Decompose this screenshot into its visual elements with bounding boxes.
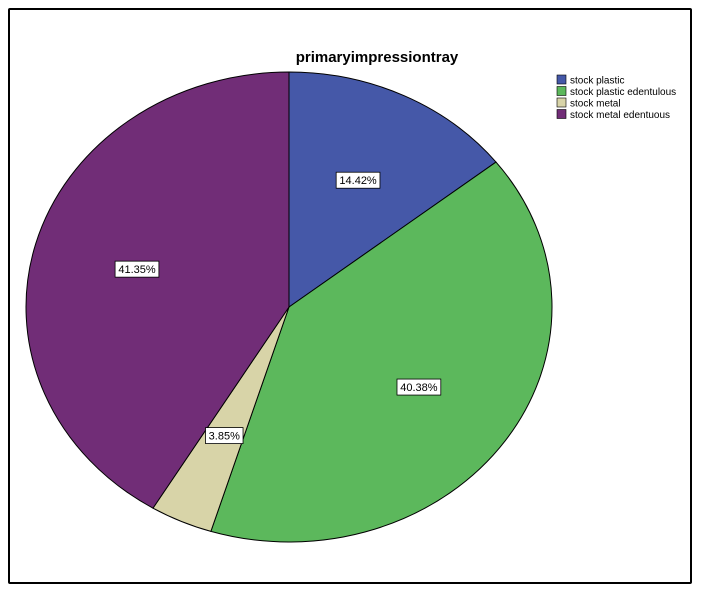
svg-text:41.35%: 41.35% xyxy=(118,264,156,276)
svg-text:14.42%: 14.42% xyxy=(339,175,377,187)
slice-label-3: 41.35% xyxy=(114,260,160,278)
legend-swatch-2 xyxy=(556,97,567,108)
chart-title: primaryimpressiontray xyxy=(296,49,459,66)
svg-text:40.38%: 40.38% xyxy=(400,382,438,394)
pie-slices xyxy=(25,71,553,543)
slice-label-2: 3.85% xyxy=(205,427,244,444)
legend-swatch-1 xyxy=(556,86,567,96)
legend-swatch-3 xyxy=(556,109,567,119)
legend-label-1: stock plastic edentulous xyxy=(570,87,676,98)
slice-label-1: 40.38% xyxy=(396,378,442,396)
pie-slice-0 xyxy=(288,71,497,308)
pie-slice-3 xyxy=(25,71,290,509)
legend-swatch-0 xyxy=(556,74,567,85)
svg-text:3.85%: 3.85% xyxy=(209,431,240,443)
slice-label-0: 14.42% xyxy=(335,171,381,189)
legend-label-2: stock metal xyxy=(570,99,621,110)
slice-labels: 14.42% 40.38% 3.85% 41.35% xyxy=(114,171,442,444)
legend-label-3: stock metal edentuous xyxy=(570,110,670,121)
legend-label-0: stock plastic xyxy=(570,76,624,87)
pie-slice-1 xyxy=(210,161,553,543)
